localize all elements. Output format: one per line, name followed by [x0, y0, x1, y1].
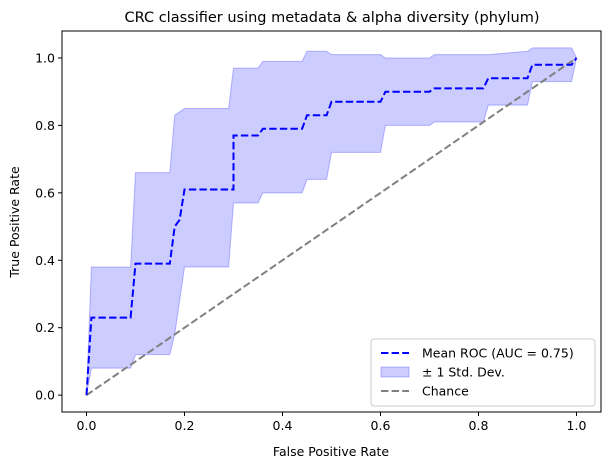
axis-ticks: 0.0 0.2 0.4 0.6 0.8 1.0 0.0 0.2 0.4 0.6 0.8 1.0	[35, 50, 586, 433]
y-tick-label: 0.6	[35, 185, 55, 200]
y-tick-label: 1.0	[35, 50, 55, 65]
legend-label: Chance	[422, 384, 469, 399]
chance-line	[85, 57, 578, 396]
y-axis-label: True Positive Rate	[7, 166, 22, 279]
x-tick-label: 1.0	[567, 418, 587, 433]
legend-swatch-std-dev	[380, 366, 410, 378]
legend-label: ± 1 Std. Dev.	[422, 365, 505, 380]
y-tick-label: 0.0	[35, 388, 55, 403]
chart-title: CRC classifier using metadata & alpha di…	[124, 10, 539, 26]
x-tick-label: 0.8	[469, 418, 489, 433]
legend: Mean ROC (AUC = 0.75) ± 1 Std. Dev. Chance	[370, 338, 596, 407]
x-axis-label: False Positive Rate	[273, 444, 389, 459]
y-tick-label: 0.8	[35, 118, 55, 133]
mean-roc-line	[85, 57, 578, 396]
legend-box	[370, 338, 596, 407]
x-tick-label: 0.0	[77, 418, 97, 433]
x-tick-label: 0.6	[371, 418, 391, 433]
x-tick-label: 0.4	[273, 418, 293, 433]
plot-area	[85, 47, 578, 396]
y-tick-label: 0.2	[35, 320, 55, 335]
legend-label: Mean ROC (AUC = 0.75)	[422, 346, 574, 361]
x-tick-label: 0.2	[175, 418, 195, 433]
y-tick-label: 0.4	[35, 253, 55, 268]
plot-frame	[61, 30, 602, 413]
